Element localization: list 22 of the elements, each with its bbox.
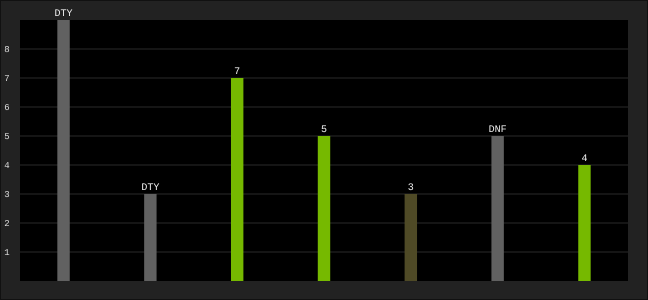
bar bbox=[318, 136, 330, 281]
data-label: DTY bbox=[54, 9, 73, 20]
y-tick-label: 4 bbox=[4, 161, 10, 172]
data-label: 5 bbox=[320, 125, 328, 136]
bar bbox=[144, 194, 157, 281]
bar bbox=[404, 194, 418, 281]
bar bbox=[491, 136, 504, 281]
y-tick-label: 3 bbox=[4, 190, 10, 200]
data-label: 7 bbox=[234, 67, 240, 78]
y-tick-label: 1 bbox=[4, 248, 10, 258]
y-tick-label: 5 bbox=[4, 132, 10, 142]
data-label: 3 bbox=[408, 183, 414, 194]
y-tick-label: 2 bbox=[4, 219, 10, 230]
data-label: DTY bbox=[141, 183, 160, 194]
bar bbox=[230, 78, 244, 281]
data-label: DNF bbox=[488, 125, 507, 136]
data-label: 4 bbox=[581, 154, 588, 165]
y-tick-label: 8 bbox=[4, 45, 10, 56]
bar bbox=[57, 20, 70, 281]
y-tick-label: 6 bbox=[4, 103, 10, 114]
y-tick-label: 7 bbox=[4, 74, 10, 84]
bar bbox=[578, 165, 591, 281]
